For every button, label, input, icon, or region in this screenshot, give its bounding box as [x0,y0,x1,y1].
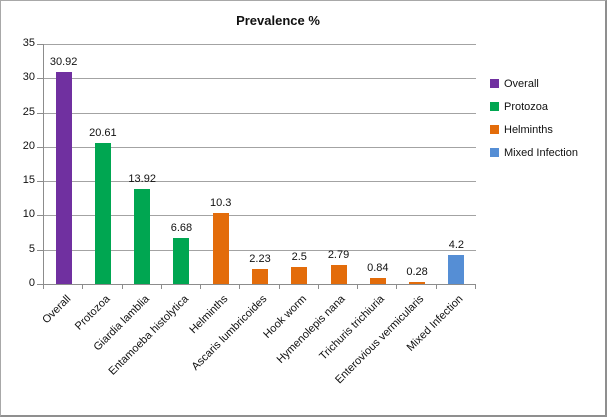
x-tick-mark [357,285,359,289]
x-tick-mark [317,285,319,289]
y-tick-label: 30 [22,71,35,84]
value-label-trichuris-trichiuria: 0.84 [367,262,389,275]
plot-area: 30.92 20.61 13.92 6.68 10.3 2.23 2.5 2.79 0.84 0.… [43,44,476,285]
y-tick-mark [37,112,43,114]
legend-label: Overall [504,77,539,90]
bar-protozoa [94,142,111,284]
legend-item-protozoa: Protozoa [490,95,578,118]
x-label-protozoa: Protozoa [72,293,113,333]
x-tick-mark [435,285,437,289]
value-label-hymenolepis-nana: 2.79 [327,248,350,261]
legend-label: Helminths [504,123,553,136]
legend-label: Mixed Infection [504,146,578,159]
x-label-overall: Overall [40,293,74,327]
value-label-ascaris-lumbricoides: 2.23 [249,252,271,265]
chart-title: Prevalence % [236,13,320,28]
legend-swatch-mixed-infection [490,148,499,157]
gridline [44,78,476,80]
y-tick-mark [37,44,43,45]
x-label-ascaris-lumbricoides: Ascaris lumbricoides [189,293,270,373]
y-tick-mark [37,284,43,285]
x-tick-mark [239,285,241,289]
bar-helminths [212,213,229,284]
value-label-hook-worm: 2.5 [291,250,307,263]
value-label-overall: 30.92 [49,55,78,68]
legend-item-mixed-infection: Mixed Infection [490,141,578,164]
legend-item-overall: Overall [490,72,578,95]
bar-enterovious-vermicularis [409,282,426,284]
legend-swatch-protozoa [490,102,499,111]
bar-ascaris-lumbricoides [252,268,268,284]
legend-swatch-helminths [490,125,499,134]
bar-overall [55,71,72,284]
value-label-enterovious-vermicularis: 0.28 [406,266,428,279]
x-label-hymenolepis-nana: Hymenolepis nana [275,293,349,366]
x-tick-mark [160,285,162,289]
y-tick-label: 35 [22,37,35,49]
y-tick-mark [37,215,43,217]
y-tick-label: 15 [22,174,35,187]
value-label-protozoa: 20.61 [89,126,117,139]
gridline [44,112,476,114]
y-tick-mark [37,181,43,183]
legend-swatch-overall [490,79,499,88]
gridline [44,146,476,148]
legend-label: Protozoa [504,100,549,113]
y-tick-mark [37,78,43,80]
y-tick-label: 5 [28,242,35,255]
x-tick-mark [475,285,476,289]
x-label-entamoeba-histolytica: Entamoeba histolytica [106,293,191,378]
y-tick-mark [37,146,43,148]
bar-hymenolepis-nana [330,264,347,284]
x-tick-mark [396,285,398,289]
y-tick-label: 25 [22,105,35,118]
x-tick-mark [121,285,123,289]
legend-item-helminths: Helminths [490,118,578,141]
y-tick-label: 0 [28,277,35,289]
x-tick-mark [278,285,280,289]
value-label-mixed-infection: 4.2 [448,239,464,252]
x-tick-mark [43,285,44,289]
bar-hook-worm [291,266,308,284]
x-tick-mark [82,285,84,289]
gridline [44,181,476,183]
y-tick-label: 10 [22,208,35,221]
y-tick-label: 20 [22,139,35,152]
value-label-entamoeba-histolytica: 6.68 [170,222,193,235]
bar-mixed-infection [448,255,465,284]
value-label-giardia-lamblia: 13.92 [128,172,156,185]
gridline [44,249,476,251]
bar-entamoeba-histolytica [173,238,190,284]
x-tick-mark [200,285,202,289]
legend: Overall Protozoa Helminths Mixed Infection [490,72,578,164]
bar-giardia-lamblia [134,188,151,284]
value-label-helminths: 10.3 [210,197,232,210]
bar-trichuris-trichiuria [369,278,386,284]
gridline [44,44,476,45]
y-tick-mark [37,249,43,251]
gridline [44,215,476,217]
